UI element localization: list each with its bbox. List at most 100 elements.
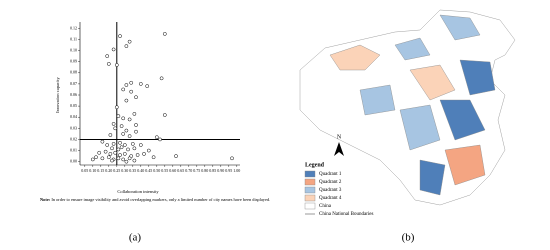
point bbox=[121, 157, 126, 162]
legend-swatch bbox=[304, 202, 316, 210]
point bbox=[138, 82, 143, 86]
point bbox=[111, 47, 116, 52]
point bbox=[118, 34, 122, 38]
region-q2 bbox=[444, 144, 486, 186]
point bbox=[110, 158, 114, 163]
point bbox=[94, 155, 98, 160]
point bbox=[111, 122, 116, 126]
point bbox=[106, 62, 111, 66]
point bbox=[124, 83, 129, 87]
point bbox=[122, 152, 127, 156]
point bbox=[134, 95, 138, 100]
legend-label: China bbox=[319, 204, 332, 209]
point bbox=[124, 159, 129, 164]
x-tick-label: 0.65 bbox=[177, 168, 184, 173]
point bbox=[113, 150, 118, 155]
point bbox=[126, 147, 130, 152]
legend-label: Quadrant 4 bbox=[319, 196, 342, 201]
point bbox=[162, 113, 167, 117]
point bbox=[121, 87, 126, 92]
y-tick-label: 0.04 bbox=[70, 114, 77, 119]
point bbox=[118, 140, 122, 145]
point bbox=[108, 133, 113, 137]
point bbox=[138, 143, 143, 147]
point bbox=[105, 54, 110, 58]
point bbox=[113, 126, 118, 131]
point bbox=[230, 156, 234, 161]
x-tick-label: 0.40 bbox=[137, 168, 144, 173]
y-tick-label: 0.01 bbox=[70, 147, 77, 152]
legend: Quadrant 1 Quadrant 2 Quadrant 3 Quadrant 4… bbox=[304, 170, 373, 217]
legend-swatch bbox=[304, 194, 316, 202]
y-tick-label: 0.08 bbox=[70, 70, 77, 75]
x-tick-label: 1.00 bbox=[233, 168, 240, 173]
point bbox=[122, 143, 127, 147]
legend-title: Legend bbox=[305, 162, 325, 168]
point bbox=[132, 146, 137, 151]
panel-label: (a) bbox=[129, 232, 142, 244]
y-tick-label: 0.00 bbox=[70, 159, 77, 164]
point bbox=[124, 128, 129, 133]
x-tick-label: 0.45 bbox=[145, 168, 152, 173]
panel-label: (b) bbox=[402, 232, 415, 244]
x-tick-label: 0.75 bbox=[193, 168, 200, 173]
region-q3 bbox=[439, 14, 481, 41]
point bbox=[116, 114, 121, 118]
y-tick-label: 0.07 bbox=[70, 81, 77, 86]
point bbox=[129, 80, 134, 85]
point bbox=[106, 155, 111, 160]
point bbox=[114, 63, 119, 67]
point bbox=[151, 155, 156, 160]
y-tick-label: 0.11 bbox=[70, 36, 77, 41]
point bbox=[135, 153, 140, 157]
point bbox=[118, 153, 122, 157]
point bbox=[116, 147, 121, 152]
point bbox=[127, 117, 132, 122]
x-tick-label: 0.95 bbox=[225, 168, 232, 173]
region-q1 bbox=[419, 159, 446, 196]
point bbox=[130, 142, 135, 146]
point bbox=[90, 157, 95, 162]
region-q4 bbox=[409, 64, 456, 101]
map bbox=[299, 9, 516, 206]
point bbox=[103, 149, 108, 154]
x-tick-label: 0.10 bbox=[89, 168, 96, 173]
region-q4 bbox=[329, 44, 381, 71]
y-tick-label: 0.10 bbox=[70, 47, 77, 52]
y-tick-label: 0.09 bbox=[70, 59, 77, 64]
point bbox=[134, 129, 138, 134]
x-tick-label: 0.70 bbox=[185, 168, 192, 173]
point bbox=[159, 76, 164, 81]
point bbox=[111, 142, 116, 146]
legend-swatch bbox=[304, 178, 316, 186]
x-tick-label: 0.30 bbox=[121, 168, 128, 173]
region-q3 bbox=[394, 37, 431, 61]
point bbox=[121, 116, 126, 121]
x-tick-label: 0.60 bbox=[169, 168, 176, 173]
point bbox=[127, 39, 132, 44]
point bbox=[100, 139, 105, 144]
x-tick-label: 0.85 bbox=[209, 168, 216, 173]
point bbox=[174, 154, 178, 158]
north-label: N bbox=[337, 134, 342, 140]
legend-label: Quadrant 1 bbox=[319, 172, 342, 177]
region-q1 bbox=[459, 59, 496, 96]
point bbox=[108, 152, 113, 156]
point bbox=[124, 44, 129, 48]
y-axis-label: Innovation capacity bbox=[55, 76, 60, 112]
point bbox=[134, 123, 138, 127]
point bbox=[129, 89, 134, 94]
point bbox=[97, 150, 102, 155]
legend-label: China National Boundaries bbox=[319, 212, 373, 217]
point bbox=[132, 158, 137, 163]
legend-swatch bbox=[304, 186, 316, 194]
point bbox=[105, 143, 110, 147]
point bbox=[158, 137, 162, 142]
note: Note: In order to ensure image visibilit… bbox=[40, 197, 270, 203]
x-tick-label: 0.90 bbox=[217, 168, 224, 173]
y-tick-label: 0.06 bbox=[70, 92, 77, 97]
point bbox=[121, 132, 126, 136]
x-tick-label: 0.15 bbox=[97, 168, 104, 173]
point bbox=[114, 105, 119, 110]
y-tick-label: 0.12 bbox=[70, 25, 77, 30]
